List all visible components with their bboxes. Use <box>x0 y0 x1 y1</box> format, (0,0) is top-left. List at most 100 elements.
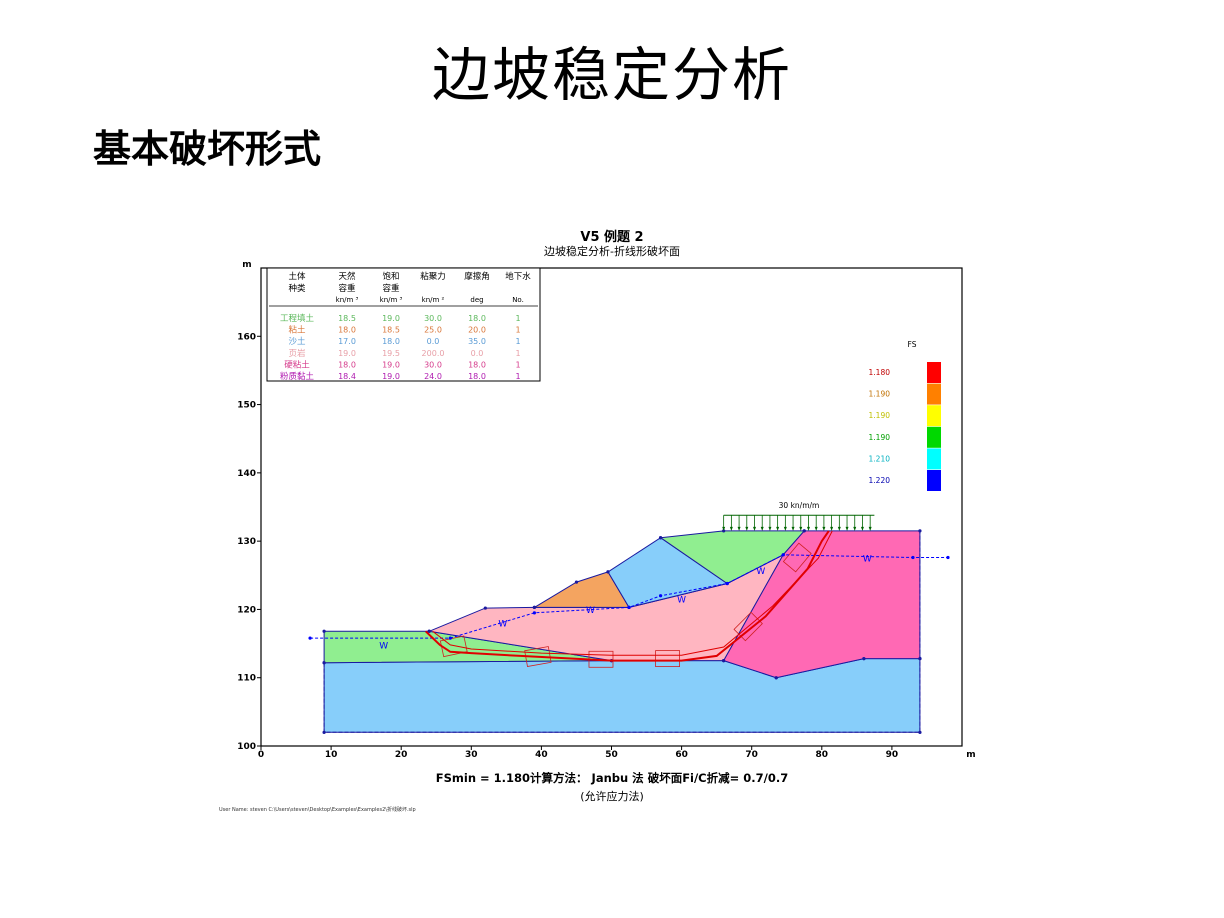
critical-slip-surface <box>425 530 830 662</box>
table-header: 摩擦角 <box>464 271 490 282</box>
load-arrow-head <box>768 526 772 531</box>
material-name: 沙土 <box>288 336 306 347</box>
table-unit: kn/m ² <box>422 296 445 304</box>
load-arrow-head <box>860 526 864 531</box>
legend-swatch <box>927 405 941 427</box>
load-arrow-head <box>837 526 841 531</box>
x-tick-label: 20 <box>395 750 408 760</box>
load-arrow-head <box>845 526 849 531</box>
table-header: 种类 <box>288 283 306 294</box>
water-point <box>532 611 536 615</box>
vertex-point <box>722 659 726 663</box>
material-value: 17.0 <box>338 337 356 346</box>
material-name: 工程填土 <box>280 313 315 324</box>
load-arrow-head <box>722 526 726 531</box>
table-box <box>266 267 541 382</box>
vertex-point <box>532 605 536 609</box>
y-tick-label: 150 <box>237 401 256 411</box>
slide-title: 边坡稳定分析 <box>431 41 792 109</box>
material-name: 页岩 <box>288 348 306 359</box>
material-value: 19.0 <box>382 360 400 369</box>
table-unit: kn/m ³ <box>380 296 403 304</box>
vertex-point <box>427 629 431 633</box>
slice-marker <box>439 635 468 658</box>
water-point <box>308 636 312 640</box>
chart-subtitle: 边坡稳定分析-折线形破坏面 <box>544 245 680 258</box>
method-note: (允许应力法) <box>580 790 644 803</box>
vertex-point <box>658 536 663 540</box>
table-unit: kn/m ³ <box>336 296 359 304</box>
region-sand-base <box>323 658 921 733</box>
slice-marker <box>782 542 812 573</box>
legend-label: 1.210 <box>869 454 891 463</box>
water-symbol: W <box>498 620 507 630</box>
material-value: 19.0 <box>338 349 356 358</box>
material-name: 粉质黏土 <box>280 371 315 382</box>
y-axis-label: m <box>242 260 251 270</box>
vertex-point <box>774 676 778 680</box>
vertex-point <box>322 661 326 665</box>
surface-load: 30 kn/m/m <box>722 501 875 531</box>
material-value: 19.0 <box>382 372 400 381</box>
load-arrow-head <box>729 526 733 531</box>
table-header: 容重 <box>338 283 356 294</box>
water-symbol: W <box>379 641 388 651</box>
load-arrow-head <box>814 526 818 531</box>
table-header: 天然 <box>338 271 356 282</box>
material-value: 19.5 <box>382 349 400 358</box>
load-arrow-head <box>737 526 741 531</box>
material-value: 18.0 <box>468 314 486 323</box>
y-tick-label: 120 <box>237 605 256 615</box>
load-arrow-head <box>830 526 834 531</box>
material-value: 30.0 <box>424 314 442 323</box>
load-arrow-head <box>760 526 764 531</box>
fs-legend: FS 1.180 1.190 1.190 1.190 1.210 1.220 <box>869 340 941 491</box>
legend-label: 1.190 <box>869 390 891 399</box>
material-value: 1 <box>515 360 520 369</box>
material-value: 1 <box>515 337 520 346</box>
material-value: 1 <box>515 349 520 358</box>
material-value: 0.0 <box>471 349 484 358</box>
load-arrow-head <box>753 526 757 531</box>
chart-title: V5 例题 2 <box>580 230 644 245</box>
vertex-point <box>722 529 726 533</box>
water-symbol: W <box>756 567 765 577</box>
x-tick-label: 0 <box>258 750 264 760</box>
vertex-point <box>802 529 806 533</box>
load-label: 30 kn/m/m <box>779 501 820 510</box>
table-header: 容重 <box>382 283 400 294</box>
table-header: 土体 <box>288 271 306 282</box>
x-axis-label: m <box>966 750 975 760</box>
region-hard-clay <box>722 530 921 679</box>
x-tick-label: 60 <box>675 750 688 760</box>
legend-label: 1.190 <box>869 433 891 442</box>
legend-swatch <box>927 383 941 405</box>
y-tick-label: 100 <box>237 742 256 752</box>
x-tick-label: 40 <box>535 750 548 760</box>
x-tick-label: 90 <box>886 750 899 760</box>
material-value: 35.0 <box>468 337 486 346</box>
material-value: 18.0 <box>468 372 486 381</box>
vertex-point <box>918 730 922 734</box>
y-tick-label: 140 <box>237 469 256 479</box>
plot-axes: 0 10 20 30 40 50 60 70 80 90 100 110 120 130 140 150 160… <box>237 260 975 760</box>
water-symbol: W <box>863 555 872 565</box>
slice-marker <box>524 646 552 667</box>
legend-swatch <box>927 470 941 491</box>
x-tick-label: 10 <box>325 750 338 760</box>
water-point <box>946 555 950 560</box>
y-tick-label: 110 <box>237 674 256 684</box>
trial-slip-surface <box>432 530 833 656</box>
table-header: 饱和 <box>382 271 399 282</box>
material-value: 18.5 <box>382 326 400 335</box>
material-value: 18.0 <box>338 360 356 369</box>
table-unit: deg <box>470 296 483 304</box>
material-value: 24.0 <box>424 372 442 381</box>
material-name: 粘土 <box>288 325 306 336</box>
x-tick-label: 30 <box>465 750 478 760</box>
legend-swatch <box>927 448 941 470</box>
material-value: 25.0 <box>424 326 442 335</box>
model-boundary <box>323 530 921 733</box>
